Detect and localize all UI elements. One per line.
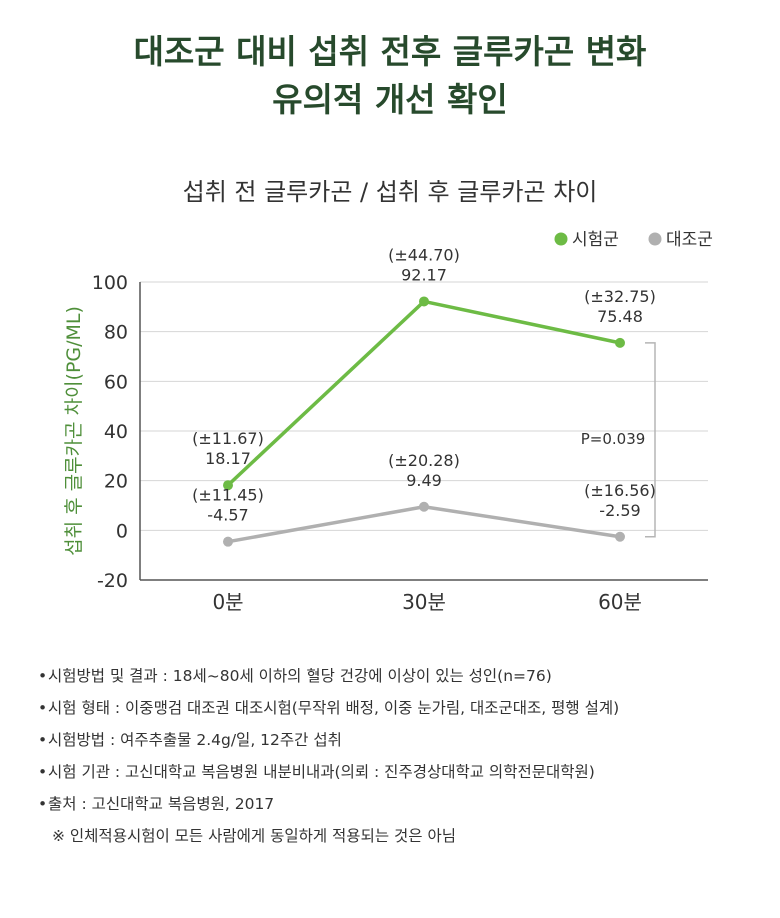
data-point [615, 531, 625, 542]
data-point [419, 501, 429, 512]
y-tick-label: 20 [104, 471, 128, 493]
note-text: 출처 : 고신대학교 복음병원, 2017 [48, 795, 275, 813]
y-tick-label: 40 [104, 421, 128, 443]
y-tick-label: -20 [97, 570, 128, 592]
line-chart: 100 80 60 40 20 0 -20 0분 30분 60분 섭취 후 글루카곤 차이(PG/M… [63, 230, 713, 614]
note-item: •시험 형태 : 이중맹검 대조권 대조시험(무작위 배정, 이중 눈가림, 대… [38, 699, 620, 717]
note-item: •시험 기관 : 고신대학교 복음병원 내분비내과(의뢰 : 진주경상대학교 의… [38, 763, 595, 781]
y-axis-label: 섭취 후 글루카곤 차이(PG/ML) [63, 306, 85, 556]
data-point [223, 536, 233, 547]
error-label: (±32.75) [584, 287, 656, 306]
legend-marker [648, 232, 662, 246]
x-tick-label: 30분 [402, 590, 446, 614]
y-tick-label: 100 [92, 272, 128, 294]
note-text: 시험방법 및 결과 : 18세~80세 이하의 혈당 건강에 이상이 있는 성인… [48, 667, 552, 685]
data-point [223, 480, 233, 491]
data-point [419, 296, 429, 307]
error-label: (±16.56) [584, 481, 656, 500]
headline-line-1: 대조군 대비 섭취 전후 글루카곤 변화 [133, 32, 647, 71]
note-text: 시험방법 : 여주추출물 2.4g/일, 12주간 섭취 [48, 731, 342, 749]
p-value-label: P=0.039 [581, 430, 646, 448]
chart-title: 섭취 전 글루카곤 / 섭취 후 글루카곤 차이 [182, 178, 598, 206]
y-tick-label: 60 [104, 371, 128, 393]
legend-marker [554, 232, 568, 246]
data-point [615, 337, 625, 348]
data-label: 18.17 [205, 449, 251, 468]
disclaimer: ※ 인체적용시험이 모든 사람에게 동일하게 적용되는 것은 아님 [52, 827, 456, 845]
significance-bracket [645, 342, 656, 538]
error-label: (±20.28) [388, 451, 460, 470]
legend-label: 대조군 [666, 230, 713, 250]
data-label: 75.48 [597, 307, 643, 326]
data-label: -2.59 [599, 501, 640, 520]
headline-line-2: 유의적 개선 확인 [272, 80, 508, 119]
study-notes: •시험방법 및 결과 : 18세~80세 이하의 혈당 건강에 이상이 있는 성… [38, 660, 758, 852]
error-label: (±11.67) [192, 429, 264, 448]
note-item: •시험방법 : 여주추출물 2.4g/일, 12주간 섭취 [38, 731, 342, 749]
y-tick-label: 80 [104, 322, 128, 344]
note-item: •출처 : 고신대학교 복음병원, 2017 [38, 795, 275, 813]
x-tick-label: 0분 [212, 590, 243, 614]
data-label: 92.17 [401, 265, 447, 284]
legend-label: 시험군 [572, 230, 619, 250]
error-label: (±44.70) [388, 245, 460, 264]
y-tick-label: 0 [116, 520, 128, 542]
note-text: 시험 형태 : 이중맹검 대조권 대조시험(무작위 배정, 이중 눈가림, 대조… [48, 699, 620, 717]
error-label: (±11.45) [192, 486, 264, 505]
data-label: -4.57 [207, 506, 248, 525]
x-tick-label: 60분 [598, 590, 642, 614]
data-label: 9.49 [406, 471, 442, 490]
note-item: •시험방법 및 결과 : 18세~80세 이하의 혈당 건강에 이상이 있는 성… [38, 667, 552, 685]
note-text: 시험 기관 : 고신대학교 복음병원 내분비내과(의뢰 : 진주경상대학교 의학… [48, 763, 595, 781]
series-line-control [227, 505, 621, 544]
